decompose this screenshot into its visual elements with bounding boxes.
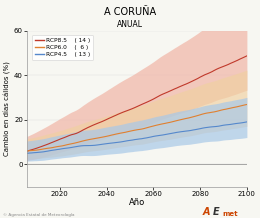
Text: © Agencia Estatal de Meteorología: © Agencia Estatal de Meteorología [3, 213, 74, 217]
Y-axis label: Cambio en días cálidos (%): Cambio en días cálidos (%) [4, 61, 11, 156]
Text: met: met [222, 211, 238, 217]
Legend: RCP8.5    ( 14 ), RCP6.0    (  6 ), RCP4.5    ( 13 ): RCP8.5 ( 14 ), RCP6.0 ( 6 ), RCP4.5 ( 13… [32, 35, 93, 60]
Text: ANUAL: ANUAL [117, 20, 143, 29]
Text: E: E [213, 207, 220, 217]
Text: A: A [203, 207, 210, 217]
Text: A CORUÑA: A CORUÑA [104, 7, 156, 17]
X-axis label: Año: Año [129, 198, 145, 207]
